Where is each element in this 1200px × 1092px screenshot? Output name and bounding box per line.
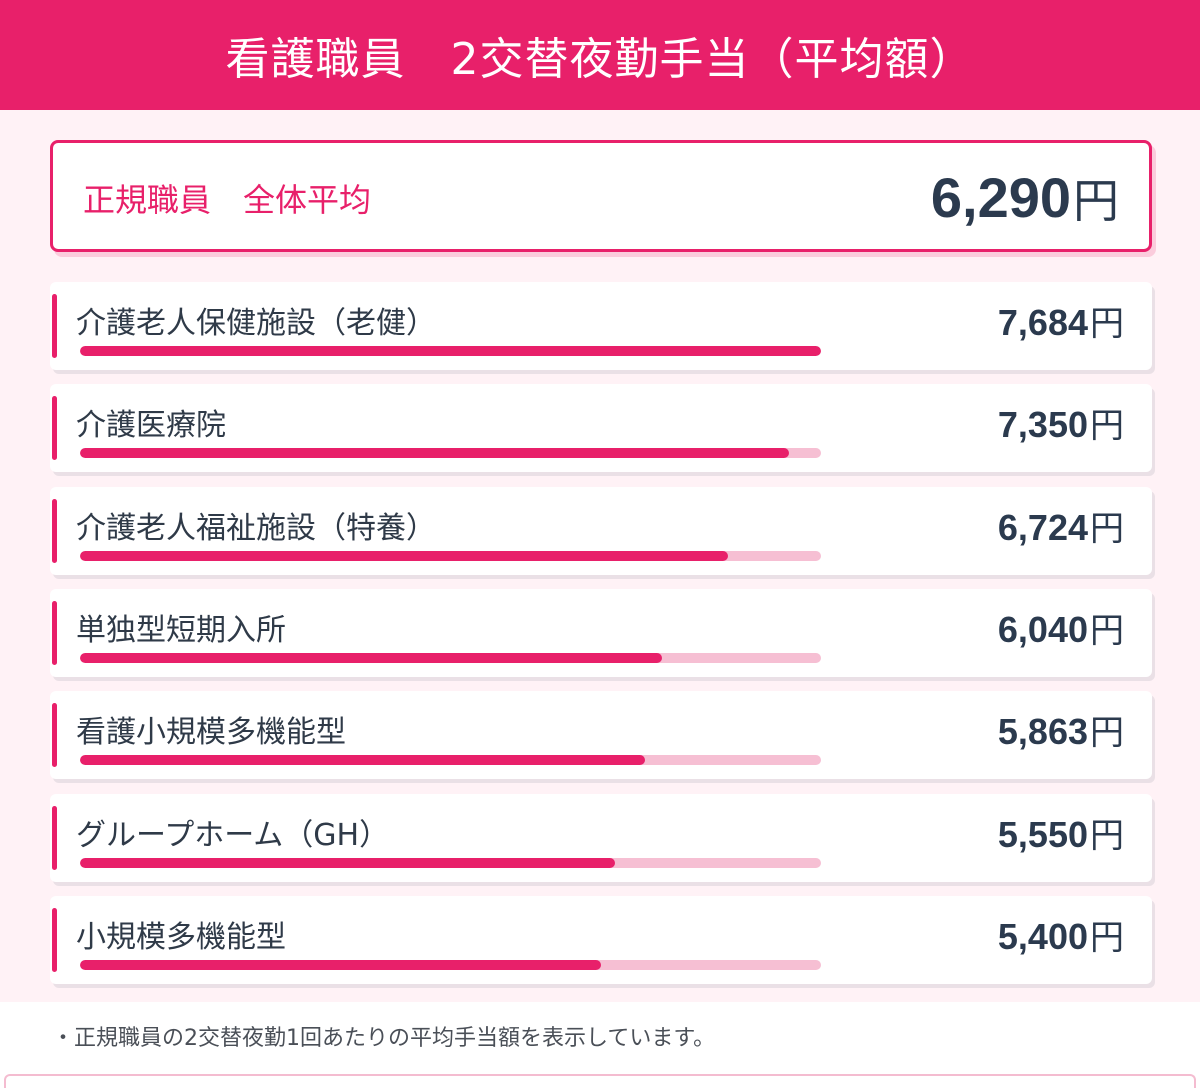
bar-track [80,551,821,561]
bar-value-number: 7,350 [997,404,1088,445]
summary-card: 正規職員 全体平均 6,290 円 [50,140,1152,252]
bar-track [80,653,821,663]
bar-value-number: 5,400 [997,916,1088,957]
bar-fill [80,346,821,356]
bar-value-number: 6,040 [997,609,1088,650]
bar-value-number: 5,550 [997,814,1088,855]
bar-fill [80,551,729,561]
bar-category-label: 看護小規模多機能型 [76,715,346,750]
bar-track [80,755,821,765]
bar-value-number: 6,724 [997,507,1088,548]
row-accent-marker [52,499,57,563]
bar-track [80,346,821,356]
bar-category-label: 単独型短期入所 [76,613,286,648]
row-accent-marker [52,601,57,665]
bar-fill [80,960,601,970]
summary-value: 6,290 円 [931,165,1119,231]
row-accent-marker [52,908,57,972]
page-title: 看護職員 2交替夜勤手当（平均額） [225,34,975,85]
bar-category-label: グループホーム（GH） [76,818,390,853]
bar-track [80,448,821,458]
row-accent-marker [52,294,57,358]
bar-value-unit: 円 [1090,611,1124,651]
summary-unit: 円 [1073,174,1119,228]
bar-value-unit: 円 [1090,918,1124,958]
bar-row: 介護老人保健施設（老健） 7,684 円 [50,282,1152,370]
bar-value-label: 6,040 円 [998,603,1124,652]
bar-category-label: 介護医療院 [76,408,226,443]
summary-label: 正規職員 全体平均 [83,181,372,219]
bar-value-unit: 円 [1090,509,1124,549]
bar-fill [80,448,789,458]
bar-value-unit: 円 [1090,304,1124,344]
bar-value-label: 7,684 円 [998,296,1124,345]
bar-value-unit: 円 [1090,406,1124,446]
bar-track [80,858,821,868]
bar-fill [80,653,663,663]
bar-track [80,960,821,970]
bar-category-label: 小規模多機能型 [76,920,286,955]
bar-category-label: 介護老人保健施設（老健） [76,306,436,341]
bar-value-unit: 円 [1090,713,1124,753]
header-banner: 看護職員 2交替夜勤手当（平均額） [0,0,1200,110]
row-accent-marker [52,806,57,870]
bar-fill [80,858,616,868]
bottom-border [4,1074,1196,1088]
row-accent-marker [52,703,57,767]
bar-value-label: 5,400 円 [998,910,1124,959]
bar-row: 小規模多機能型 5,400 円 [50,896,1152,984]
bar-row: 介護老人福祉施設（特養） 6,724 円 [50,487,1152,575]
bar-value-label: 6,724 円 [998,501,1124,550]
bar-value-unit: 円 [1090,816,1124,856]
bar-category-label: 介護老人福祉施設（特養） [76,511,436,546]
bar-value-label: 5,550 円 [998,808,1124,857]
bar-value-label: 7,350 円 [998,398,1124,447]
bar-value-label: 5,863 円 [998,705,1124,754]
footnote: ・正規職員の2交替夜勤1回あたりの平均手当額を表示しています。 [52,1026,716,1051]
bar-row: 単独型短期入所 6,040 円 [50,589,1152,677]
summary-amount: 6,290 [930,166,1071,229]
bar-row: 看護小規模多機能型 5,863 円 [50,691,1152,779]
bar-fill [80,755,646,765]
bar-row: グループホーム（GH） 5,550 円 [50,794,1152,882]
bar-value-number: 7,684 [997,302,1088,343]
bar-row: 介護医療院 7,350 円 [50,384,1152,472]
row-accent-marker [52,396,57,460]
bar-value-number: 5,863 [997,711,1088,752]
